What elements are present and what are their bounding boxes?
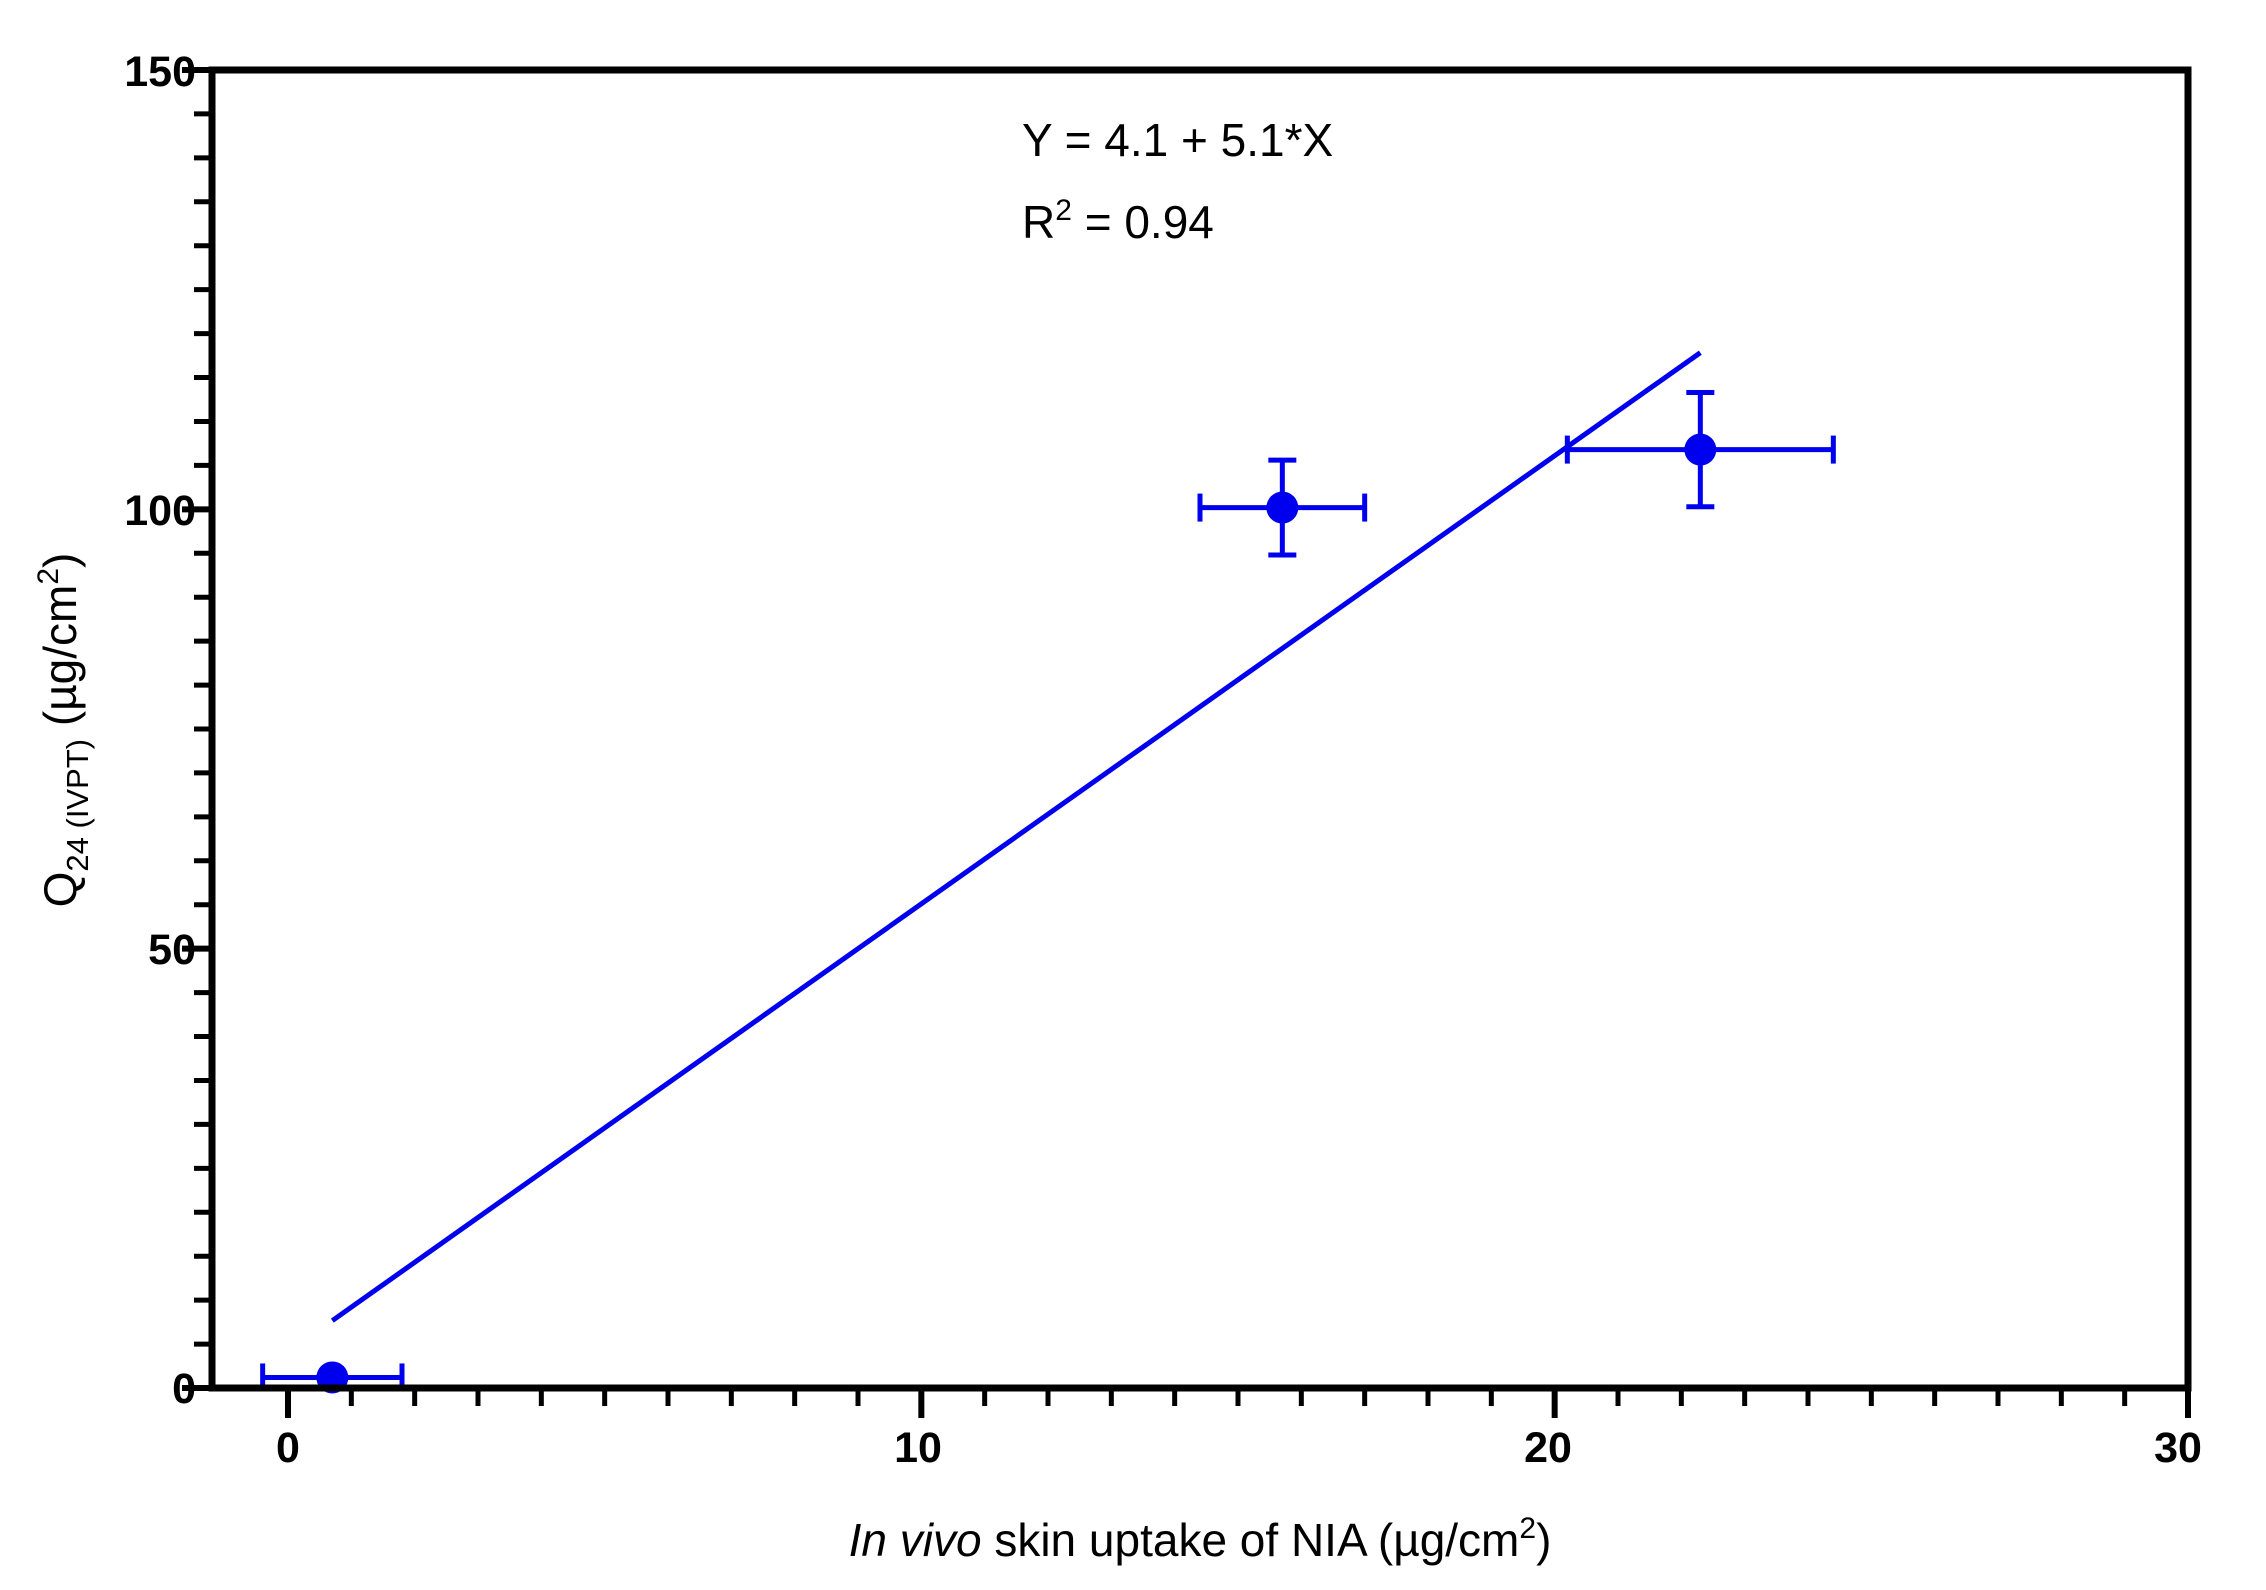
data-point-group — [1564, 389, 1836, 510]
y-tick-label-50: 50 — [148, 926, 196, 974]
y-tick-label-0: 0 — [172, 1365, 196, 1413]
x-axis-title: In vivo skin uptake of NIA (µg/cm2) — [849, 1512, 1552, 1566]
plot-frame — [208, 66, 2192, 1392]
y-tick-label-150: 150 — [124, 48, 196, 96]
y-tick-label-100: 100 — [124, 487, 196, 535]
regression-line — [330, 350, 1702, 1323]
data-point — [1684, 433, 1717, 466]
x-tick-label-10: 10 — [894, 1424, 942, 1472]
x-tick-label-30: 30 — [2154, 1424, 2202, 1472]
y-axis-title: Q24 (IVPT) (µg/cm2) — [32, 553, 95, 908]
data-series — [260, 350, 1836, 1394]
data-point — [1266, 491, 1299, 524]
x-tick-label-20: 20 — [1524, 1424, 1572, 1472]
data-point-group — [1197, 457, 1368, 558]
x-tick-label-0: 0 — [276, 1424, 300, 1472]
equation-annotation: Y = 4.1 + 5.1*X — [1022, 114, 1333, 166]
r-squared-annotation: R2 = 0.94 — [1022, 194, 1214, 248]
